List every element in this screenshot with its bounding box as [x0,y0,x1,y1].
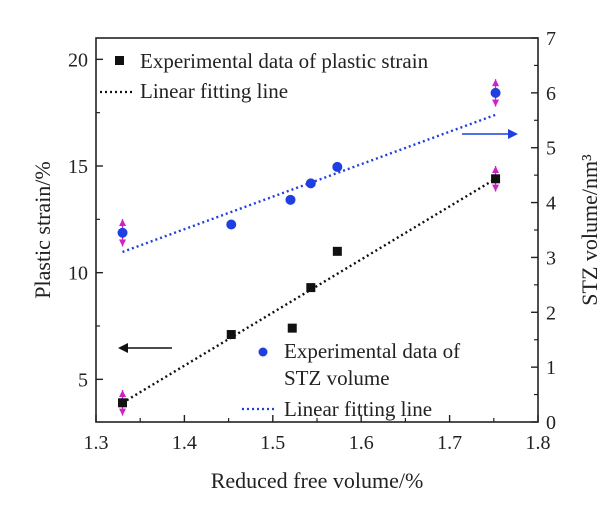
right-y-tick-label: 3 [546,247,556,269]
legend-label-fit-black: Linear fitting line [140,79,288,103]
right-y-axis-ticks: 0 1 2 3 4 5 6 7 [531,28,556,434]
right-y-tick-label: 7 [546,28,556,50]
error-bar-cap-bottom [492,184,500,192]
right-y-tick-label: 4 [546,193,556,215]
right-y-tick-label: 6 [546,83,556,105]
point-stz-volume [305,178,316,189]
x-axis-ticks: 1.3 1.4 1.5 1.6 1.7 1.8 [84,415,551,454]
point-plastic-strain [118,398,128,408]
left-y-tick-label: 10 [68,263,88,285]
x-axis-label: Reduced free volume/% [211,468,424,493]
left-y-axis-label: Plastic strain/% [30,161,55,298]
left-y-axis-ticks: 5 10 15 20 [68,49,103,391]
x-tick-label: 1.8 [526,432,551,454]
right-y-tick-label: 0 [546,412,556,434]
legend-marker-stz [258,347,268,357]
right-axis-arrowhead [508,129,518,139]
point-plastic-strain [226,330,236,340]
error-bar-cap-bottom [119,408,127,416]
point-stz-volume [332,161,343,172]
right-y-tick-label: 2 [546,302,556,324]
x-tick-label: 1.3 [84,432,109,454]
x-tick-label: 1.5 [260,432,285,454]
left-y-tick-label: 20 [68,49,88,71]
legend-bottom: Experimental data of STZ volume Linear f… [242,339,460,421]
point-plastic-strain [332,246,342,256]
legend-label-fit-blue: Linear fitting line [284,397,432,421]
error-bars [119,79,500,416]
left-y-tick-label: 5 [78,369,88,391]
x-tick-label: 1.6 [349,432,374,454]
right-y-axis-label: STZ volume/nm³ [577,154,602,306]
right-y-tick-label: 5 [546,138,556,160]
point-plastic-strain [287,323,297,333]
legend-top: Experimental data of plastic strain Line… [100,49,429,103]
fit-line-stz [122,113,496,254]
left-y-tick-label: 15 [68,156,88,178]
point-plastic-strain [491,174,501,184]
point-stz-volume [490,87,501,98]
error-bar-cap-top [492,79,500,87]
legend-label-strain: Experimental data of plastic strain [140,49,429,73]
point-stz-volume [226,219,237,230]
x-tick-label: 1.4 [172,432,197,454]
legend-label-stz-line1: Experimental data of [284,339,460,363]
error-bar-cap-top [492,166,500,173]
right-y-tick-label: 1 [546,357,556,379]
point-plastic-strain [306,283,316,293]
axis-arrows [118,129,518,353]
fit-lines [121,113,497,404]
x-tick-label: 1.7 [437,432,462,454]
error-bar-cap-bottom [119,239,127,247]
error-bar-cap-bottom [492,99,500,107]
legend-marker-strain [115,56,124,65]
error-bar-cap-top [119,390,127,397]
error-bar-cap-top [119,219,127,227]
left-axis-arrowhead [118,343,128,353]
point-stz-volume [285,194,296,205]
legend-label-stz-line2: STZ volume [284,366,390,390]
point-stz-volume [117,227,128,238]
data-points [117,87,501,408]
